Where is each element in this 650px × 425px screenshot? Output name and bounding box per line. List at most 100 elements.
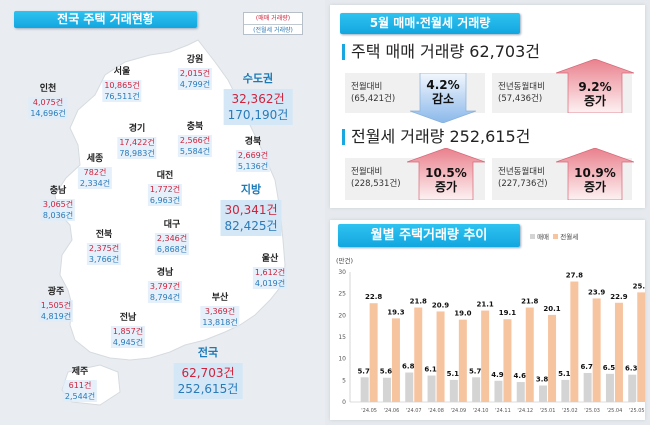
pct-direction: 증가 <box>434 180 458 194</box>
data-label-rent: 21.8 <box>410 298 427 306</box>
y-tick-label: 5 <box>342 377 346 384</box>
sale-count: 3,065건 <box>42 200 74 209</box>
y-tick-label: 30 <box>338 269 346 276</box>
data-label-rent: 23.9 <box>588 288 605 296</box>
compare-label: 전월대비 <box>351 167 383 177</box>
compare-base: (228,531건) <box>351 179 401 189</box>
sale-heading: 주택 매매 거래량 62,703건 <box>342 44 540 60</box>
data-label-sale: 5.7 <box>357 367 370 375</box>
bar-chart: 0 5 10 15 20 25 30 '24.05 5.7 22.8 '24.06 5.6 19.3 '2… <box>338 269 645 414</box>
bar-sale <box>516 382 525 402</box>
sale-mom-change: 4.2% 감소 <box>420 78 466 106</box>
region-busan: 부산 3,369건 13,818건 <box>200 290 240 328</box>
region-name: 부산 <box>211 293 229 303</box>
bar-rent <box>414 307 423 402</box>
legend-label-rent: 전월세 <box>560 233 579 241</box>
x-tick-label: '24.10 <box>473 408 489 414</box>
pct-value: 4.2% <box>426 78 460 92</box>
bar-sale <box>494 380 503 402</box>
data-label-rent: 19.0 <box>454 310 471 318</box>
bar-rent <box>614 302 623 402</box>
data-label-sale: 5.7 <box>469 367 482 375</box>
y-axis-unit: (만건) <box>336 257 354 265</box>
region-name: 전남 <box>119 313 137 323</box>
national-housing-map-panel: 전국 주택 거래현황 (매매 거래량) (전월세 거래량) 강원 2,015건 4,… <box>14 11 303 406</box>
data-label-sale: 4.9 <box>491 371 504 379</box>
bar-rent <box>481 310 490 402</box>
rent-count: 4,799건 <box>179 80 211 89</box>
rent-count: 4,945건 <box>112 338 144 347</box>
sale-count: 2,015건 <box>179 69 211 78</box>
data-label-rent: 21.1 <box>477 301 494 309</box>
x-tick-label: '24.08 <box>428 408 444 414</box>
region-name: 충남 <box>49 186 67 196</box>
summary-title: 5월 매매·전월세 거래량 <box>340 13 520 34</box>
region-incheon: 인천 4,075건 14,696건 <box>28 81 68 119</box>
region-chungbuk: 충북 2,566건 5,584건 <box>177 119 213 157</box>
rent-heading: 전월세 거래량 252,615건 <box>342 129 530 145</box>
region-gangwon: 강원 2,015건 4,799건 <box>177 52 213 90</box>
data-label-rent: 20.1 <box>543 305 560 313</box>
compare-label: 전년동월대비 <box>498 167 545 177</box>
data-label-sale: 5.1 <box>447 370 460 378</box>
rent-mom-change: 10.5% 증가 <box>419 166 473 194</box>
x-tick-label: '24.09 <box>450 408 466 414</box>
sale-count: 32,362건 <box>231 92 285 106</box>
y-tick-label: 20 <box>338 312 346 319</box>
bar-rent <box>570 281 579 402</box>
sale-count: 3,369건 <box>204 307 236 316</box>
increase-arrow-icon <box>407 148 485 200</box>
pct-value: 10.5% <box>425 166 467 180</box>
sale-count: 782건 <box>83 168 107 177</box>
sale-count: 1,857건 <box>112 327 144 336</box>
data-label-sale: 5.6 <box>380 368 393 376</box>
rent-count: 3,766건 <box>88 255 120 264</box>
map-legend: (매매 거래량) (전월세 거래량) <box>243 12 303 35</box>
sale-count: 30,341건 <box>224 203 278 217</box>
total-national: 전국 62,703건 252,615건 <box>173 344 243 399</box>
region-name: 광주 <box>47 287 65 297</box>
data-label-rent: 22.8 <box>365 293 382 301</box>
compare-base: (65,421건) <box>351 94 396 104</box>
data-label-sale: 3.8 <box>536 376 549 384</box>
rent-count: 76,511건 <box>104 92 140 101</box>
decrease-arrow-icon <box>410 73 477 123</box>
bar-rent <box>458 319 467 402</box>
bar-rent <box>525 307 534 402</box>
sale-count: 611건 <box>68 381 92 390</box>
x-tick-label: '24.12 <box>517 408 533 414</box>
y-tick-label: 10 <box>338 356 346 363</box>
bar-sale <box>449 379 458 402</box>
sale-count: 2,375건 <box>88 244 120 253</box>
region-name: 충북 <box>186 122 204 132</box>
x-tick-label: '25.02 <box>562 408 578 414</box>
data-label-rent: 22.9 <box>610 293 627 301</box>
region-name: 경기 <box>128 124 146 134</box>
x-tick-label: '24.07 <box>406 408 422 414</box>
sale-count: 10,865건 <box>104 81 140 90</box>
rent-count: 82,425건 <box>224 219 278 233</box>
x-tick-label: '24.05 <box>361 408 377 414</box>
data-label-rent: 25.3 <box>633 282 645 290</box>
bar-rent <box>548 314 557 402</box>
data-label-rent: 20.9 <box>432 301 449 309</box>
compare-base: (227,736건) <box>498 179 548 189</box>
data-label-rent: 19.1 <box>499 309 516 317</box>
chart-title: 월별 주택거래량 추이 <box>338 224 520 247</box>
legend-label-sale: 매매 <box>537 233 550 241</box>
sale-count: 62,703건 <box>181 366 235 380</box>
rent-count: 170,190건 <box>227 108 289 122</box>
rent-count: 2,334건 <box>79 179 111 188</box>
region-name: 세종 <box>86 154 104 164</box>
rent-count: 4,019건 <box>254 279 286 288</box>
bar-sale <box>539 385 548 402</box>
region-name: 경남 <box>156 268 174 278</box>
data-label-sale: 5.1 <box>558 370 571 378</box>
sale-count: 1,772건 <box>149 185 181 194</box>
rent-count: 5,136건 <box>237 162 269 171</box>
region-jeju: 제주 611건 2,544건 <box>62 364 98 402</box>
bar-rent <box>637 292 645 402</box>
data-label-sale: 6.8 <box>402 363 415 371</box>
increase-arrow-icon <box>556 59 634 113</box>
region-name: 전북 <box>95 230 113 240</box>
